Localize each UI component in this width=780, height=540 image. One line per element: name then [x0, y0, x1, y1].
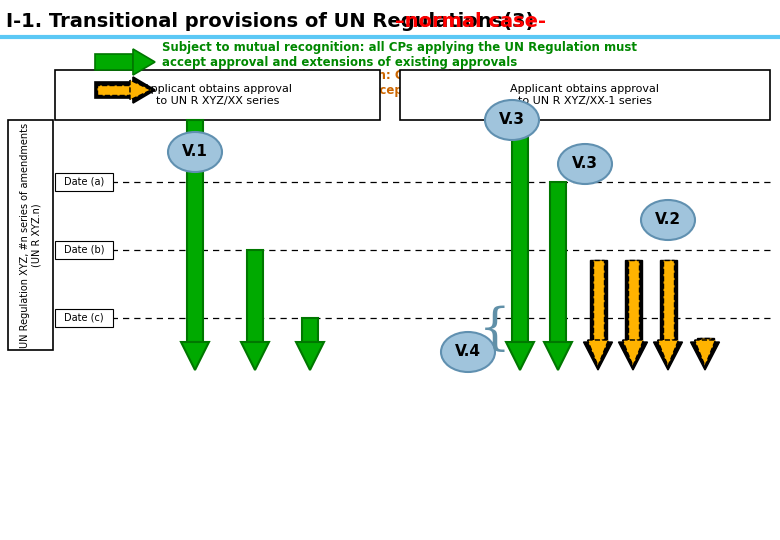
Bar [700, 338, 711, 340]
Polygon shape [583, 342, 612, 370]
Ellipse shape [485, 100, 539, 140]
Text: I-1. Transitional provisions of UN Regulations(3): I-1. Transitional provisions of UN Regul… [6, 12, 548, 31]
Text: –normal case-: –normal case- [395, 12, 546, 31]
Bar [400, 70, 770, 120]
Bar [697, 338, 714, 342]
Bar [55, 241, 113, 259]
Text: V.3: V.3 [572, 157, 598, 172]
Polygon shape [690, 342, 719, 370]
Polygon shape [130, 80, 151, 100]
Bar [8, 120, 53, 350]
Bar [95, 54, 133, 70]
Text: Applicant obtains approval
to UN R XYZ/XX-1 series: Applicant obtains approval to UN R XYZ/X… [510, 84, 660, 106]
Polygon shape [133, 77, 155, 103]
Polygon shape [241, 342, 269, 370]
Polygon shape [506, 342, 534, 370]
Bar [97, 85, 130, 95]
Text: V.4: V.4 [455, 345, 481, 360]
Bar [593, 260, 604, 340]
Polygon shape [622, 340, 644, 366]
Text: V.3: V.3 [499, 112, 525, 127]
Bar [302, 318, 318, 342]
Text: UN Regulation XYZ, #n series of amendments
(UN R XYZ.n): UN Regulation XYZ, #n series of amendmen… [20, 123, 41, 348]
Polygon shape [544, 342, 572, 370]
Bar [550, 182, 566, 342]
Polygon shape [181, 342, 209, 370]
Bar [55, 309, 113, 327]
Text: Date (b): Date (b) [64, 245, 105, 255]
Text: Not subject to mutual recognition: CPs applying the UN
Regulation have the choic: Not subject to mutual recognition: CPs a… [162, 69, 562, 97]
Polygon shape [658, 340, 679, 366]
Polygon shape [619, 342, 647, 370]
Ellipse shape [641, 200, 695, 240]
Text: Date (c): Date (c) [64, 313, 104, 323]
Ellipse shape [558, 144, 612, 184]
Text: Subject to mutual recognition: all CPs applying the UN Regulation must
accept ap: Subject to mutual recognition: all CPs a… [162, 41, 637, 69]
Polygon shape [587, 340, 608, 366]
Bar [590, 260, 607, 342]
Text: Date (a): Date (a) [64, 177, 104, 187]
Polygon shape [296, 342, 324, 370]
Bar [625, 260, 641, 342]
Bar [55, 173, 113, 191]
Bar [95, 82, 133, 98]
Bar [55, 70, 380, 120]
Text: Applicant obtains approval
to UN R XYZ/XX series: Applicant obtains approval to UN R XYZ/X… [143, 84, 292, 106]
Bar [247, 250, 263, 342]
Bar [187, 120, 203, 342]
Text: V.2: V.2 [655, 213, 681, 227]
Text: {: { [479, 305, 511, 355]
Bar [660, 260, 676, 342]
Ellipse shape [168, 132, 222, 172]
Polygon shape [694, 340, 715, 366]
Ellipse shape [441, 332, 495, 372]
Bar [627, 260, 639, 340]
Polygon shape [654, 342, 682, 370]
Polygon shape [133, 49, 155, 75]
Bar [512, 120, 528, 342]
Text: V.1: V.1 [182, 145, 208, 159]
Bar [662, 260, 673, 340]
